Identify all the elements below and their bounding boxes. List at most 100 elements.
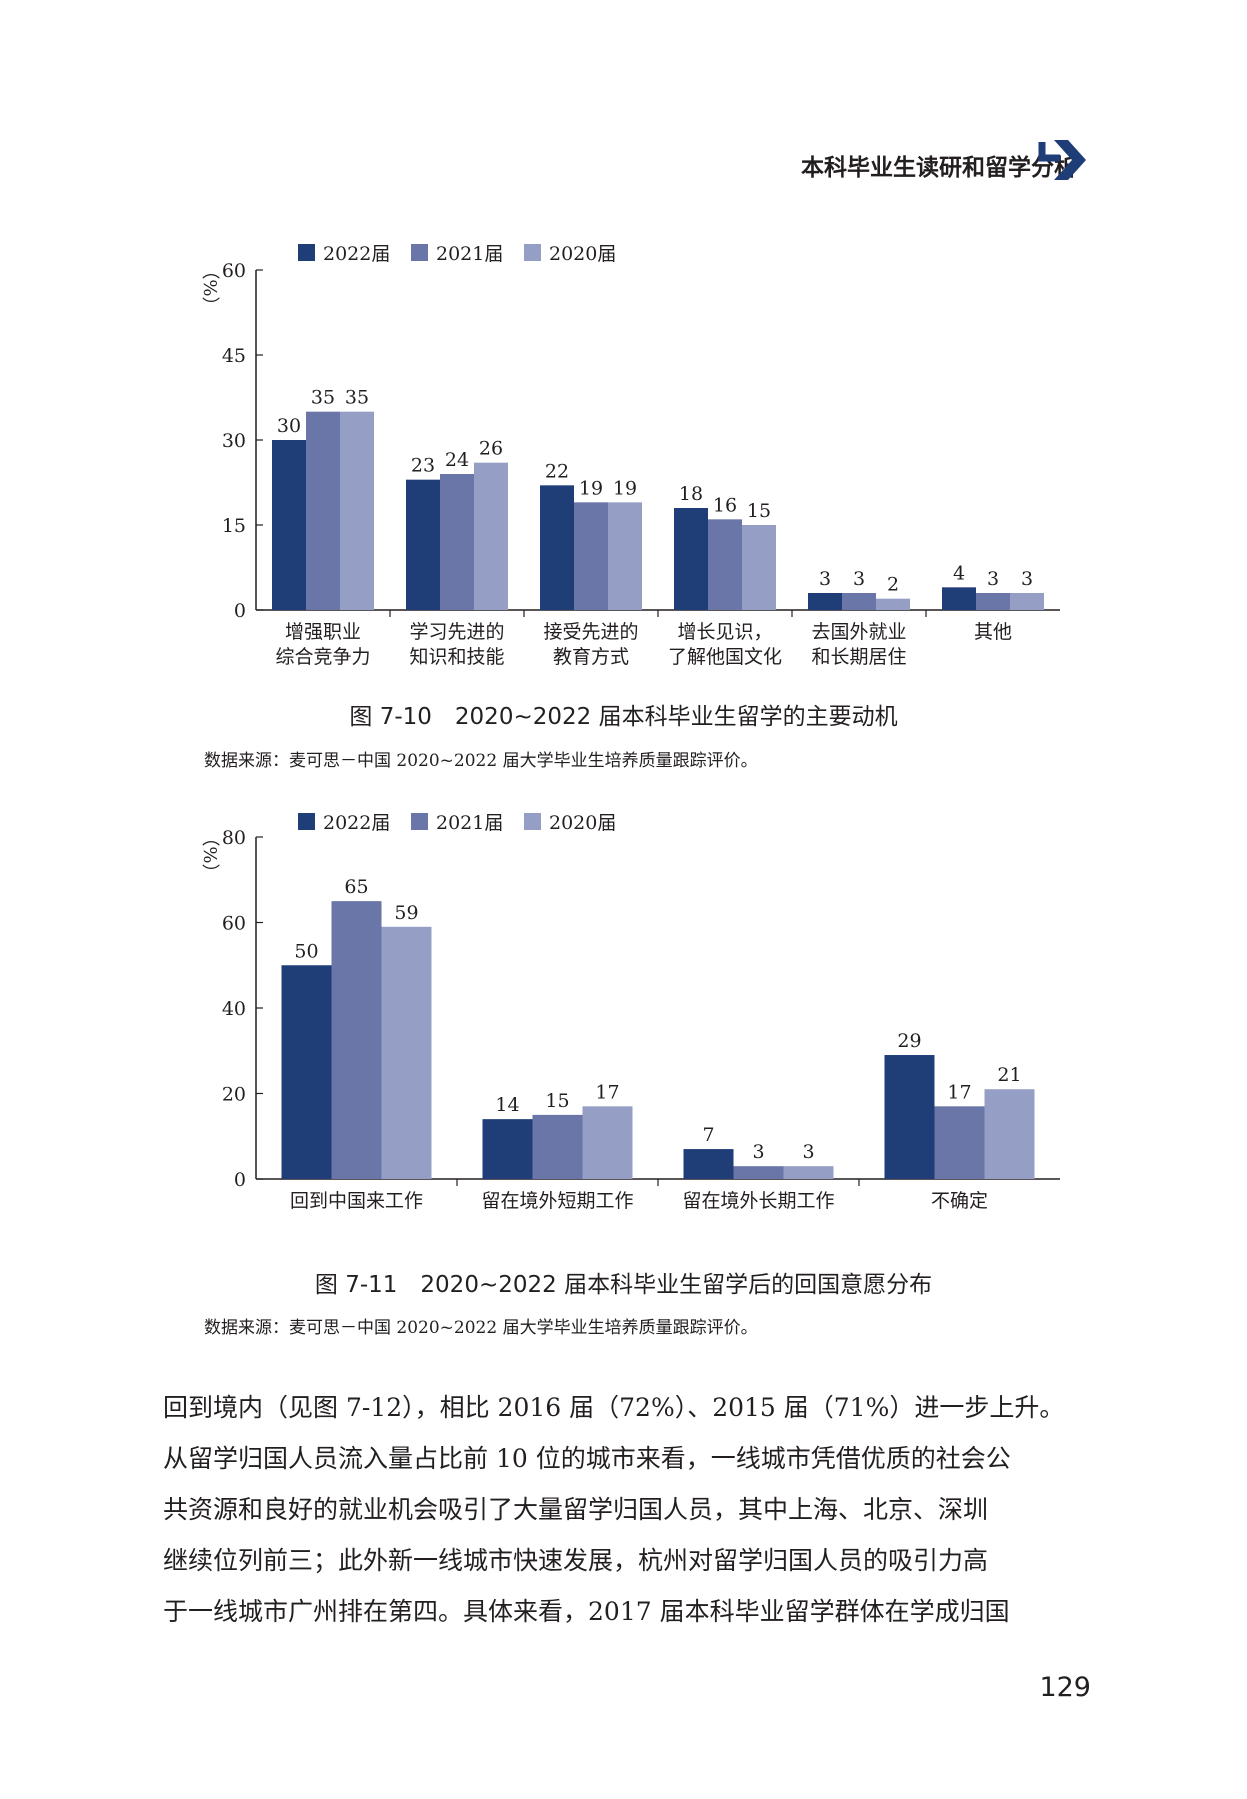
body-paragraph: 回到境内（见图 7-12），相比 2016 届（72%）、2015 届（71%）… bbox=[163, 1382, 1093, 1637]
bar bbox=[306, 411, 340, 610]
bar bbox=[482, 1119, 533, 1179]
figure-source-7-10: 数据来源：麦可思－中国 2020~2022 届大学毕业生培养质量跟踪评价。 bbox=[204, 751, 758, 771]
y-tick-label: 60 bbox=[222, 260, 246, 282]
x-tick-label: 回到中国来工作 bbox=[290, 1190, 423, 1212]
bar bbox=[381, 926, 432, 1179]
data-label: 3 bbox=[802, 1141, 814, 1163]
data-label: 35 bbox=[345, 387, 369, 409]
bar bbox=[608, 502, 642, 610]
data-label: 18 bbox=[679, 483, 703, 505]
y-tick-label: 20 bbox=[222, 1084, 246, 1106]
y-tick-label: 15 bbox=[222, 515, 246, 537]
data-label: 50 bbox=[294, 940, 318, 962]
x-tick-label: 了解他国文化 bbox=[668, 646, 782, 668]
legend-swatch bbox=[298, 244, 315, 261]
y-axis-label: （%） bbox=[199, 261, 220, 314]
bar bbox=[574, 502, 608, 610]
x-tick-label: 其他 bbox=[974, 621, 1012, 643]
data-label: 4 bbox=[953, 562, 965, 584]
figure-source-7-11: 数据来源：麦可思－中国 2020~2022 届大学毕业生培养质量跟踪评价。 bbox=[204, 1318, 758, 1338]
data-label: 7 bbox=[702, 1124, 714, 1146]
x-tick-label: 知识和技能 bbox=[409, 646, 504, 668]
legend-swatch bbox=[411, 244, 428, 261]
bar bbox=[884, 1055, 935, 1179]
figure-caption-7-11: 图 7-11 2020~2022 届本科毕业生留学后的回国意愿分布 bbox=[314, 1272, 933, 1298]
x-tick-label: 和长期居住 bbox=[811, 646, 906, 668]
data-label: 16 bbox=[713, 494, 737, 516]
x-tick-label: 接受先进的 bbox=[543, 621, 638, 643]
body-line: 从留学归国人员流入量占比前 10 位的城市来看，一线城市凭借优质的社会公 bbox=[163, 1444, 1011, 1473]
x-tick-label: 去国外就业 bbox=[811, 621, 906, 643]
bar bbox=[474, 462, 508, 610]
bar bbox=[783, 1166, 834, 1179]
data-label: 29 bbox=[897, 1030, 921, 1052]
data-label: 14 bbox=[495, 1094, 519, 1116]
data-label: 3 bbox=[1021, 568, 1033, 590]
bar bbox=[984, 1089, 1035, 1179]
data-label: 3 bbox=[819, 568, 831, 590]
y-tick-label: 60 bbox=[222, 913, 246, 935]
legend-label: 2020届 bbox=[549, 243, 616, 265]
x-tick-label: 留在境外长期工作 bbox=[682, 1190, 834, 1212]
body-line: 继续位列前三；此外新一线城市快速发展，杭州对留学归国人员的吸引力高 bbox=[163, 1546, 989, 1575]
data-label: 15 bbox=[747, 500, 771, 522]
y-tick-label: 0 bbox=[234, 1169, 246, 1191]
legend-swatch bbox=[524, 244, 541, 261]
x-tick-label: 教育方式 bbox=[553, 646, 629, 668]
page-number: 129 bbox=[1039, 1672, 1091, 1703]
data-label: 17 bbox=[947, 1081, 971, 1103]
running-header: 本科毕业生读研和留学分析 bbox=[801, 155, 1077, 181]
data-label: 3 bbox=[752, 1141, 764, 1163]
bar bbox=[942, 587, 976, 610]
bar bbox=[340, 411, 374, 610]
x-tick-label: 留在境外短期工作 bbox=[481, 1190, 633, 1212]
data-label: 24 bbox=[445, 449, 469, 471]
bar bbox=[582, 1106, 633, 1179]
bar bbox=[331, 901, 382, 1179]
data-label: 21 bbox=[997, 1064, 1021, 1086]
y-tick-label: 80 bbox=[222, 827, 246, 849]
bar bbox=[1010, 593, 1044, 610]
bar bbox=[708, 519, 742, 610]
data-label: 30 bbox=[277, 415, 301, 437]
data-label: 19 bbox=[613, 477, 637, 499]
bar bbox=[808, 593, 842, 610]
x-tick-label: 不确定 bbox=[931, 1190, 988, 1212]
legend-swatch bbox=[298, 813, 315, 830]
x-tick-label: 学习先进的 bbox=[409, 621, 504, 643]
bar bbox=[683, 1149, 734, 1179]
y-tick-label: 30 bbox=[222, 430, 246, 452]
data-label: 3 bbox=[987, 568, 999, 590]
bar bbox=[733, 1166, 784, 1179]
bar bbox=[934, 1106, 985, 1179]
data-label: 22 bbox=[545, 460, 569, 482]
bar bbox=[876, 598, 910, 610]
data-label: 2 bbox=[887, 574, 899, 596]
chapter-logo-icon bbox=[1038, 140, 1086, 180]
x-tick-label: 综合竞争力 bbox=[275, 646, 370, 668]
bar bbox=[976, 593, 1010, 610]
bar bbox=[540, 485, 574, 610]
bar bbox=[406, 479, 440, 610]
legend-label: 2022届 bbox=[323, 243, 390, 265]
y-tick-label: 40 bbox=[222, 998, 246, 1020]
data-label: 15 bbox=[545, 1090, 569, 1112]
figure-caption-7-10: 图 7-10 2020~2022 届本科毕业生留学的主要动机 bbox=[349, 704, 898, 730]
y-tick-label: 45 bbox=[222, 345, 246, 367]
data-label: 59 bbox=[394, 902, 418, 924]
legend-label: 2021届 bbox=[436, 812, 503, 834]
x-tick-label: 增强职业 bbox=[285, 621, 361, 643]
bar bbox=[281, 965, 332, 1179]
data-label: 3 bbox=[853, 568, 865, 590]
body-line: 于一线城市广州排在第四。具体来看，2017 届本科毕业留学群体在学成归国 bbox=[163, 1597, 1010, 1626]
bar bbox=[532, 1114, 583, 1179]
bar bbox=[842, 593, 876, 610]
chart-figure-7-11: 2022届 2021届 2020届 （%） 0 20 40 60 80 回到中国来工作 50 65 59… bbox=[199, 812, 1060, 1212]
legend-label: 2022届 bbox=[323, 812, 390, 834]
y-axis-label: （%） bbox=[199, 828, 220, 881]
legend-swatch bbox=[411, 813, 428, 830]
legend-swatch bbox=[524, 813, 541, 830]
data-label: 23 bbox=[411, 455, 435, 477]
y-tick-label: 0 bbox=[234, 600, 246, 622]
